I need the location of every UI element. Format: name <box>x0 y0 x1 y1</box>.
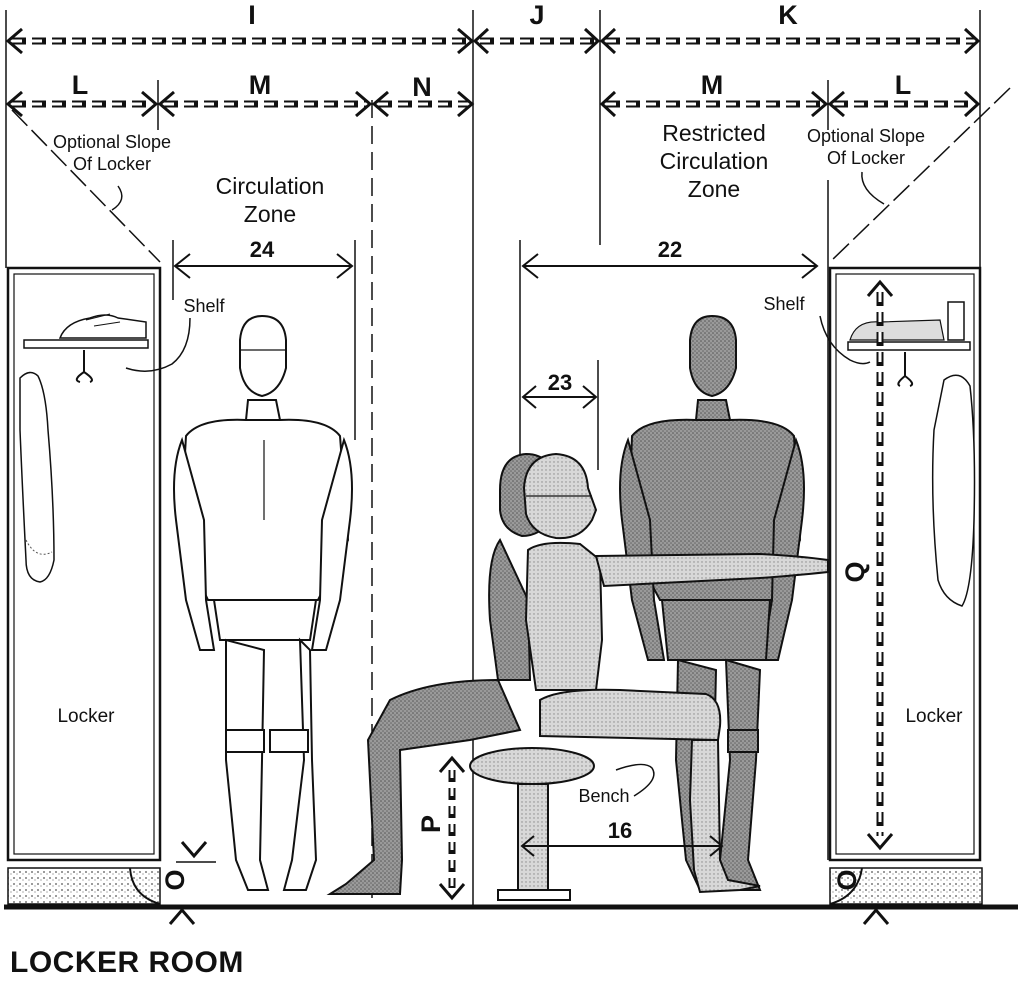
optional-slope-left-line1: Optional Slope <box>53 132 171 152</box>
left-locker <box>6 266 162 862</box>
bench <box>469 747 595 901</box>
dimension-Q <box>866 279 894 851</box>
bench-label: Bench <box>578 786 629 806</box>
floor <box>4 867 1018 910</box>
optional-slope-right-line1: Optional Slope <box>807 126 925 146</box>
measure-24: 24 <box>250 237 275 262</box>
reference-lines <box>5 10 1011 905</box>
locker-left-label: Locker <box>57 706 115 727</box>
dimension-P <box>438 755 466 901</box>
right-locker <box>828 266 982 862</box>
dim-label-Q: Q <box>840 561 870 582</box>
shirt-icon <box>931 374 976 607</box>
bottle-icon <box>947 301 965 341</box>
measure-16-line <box>520 835 724 857</box>
optional-slope-left-line2: Of Locker <box>73 154 151 174</box>
dim-label-L-right: L <box>895 70 912 100</box>
dimension-row-second <box>5 90 981 118</box>
shoe-icon <box>58 314 147 339</box>
towel-icon <box>19 371 55 583</box>
dim-label-J: J <box>529 0 544 30</box>
dim-label-O-left: O <box>160 869 190 890</box>
optional-slope-right-line2: Of Locker <box>827 148 905 168</box>
restricted-zone-line1: Restricted <box>662 120 766 146</box>
measure-22-line <box>521 253 819 279</box>
shelf-right-label: Shelf <box>763 294 805 314</box>
dim-label-M-left: M <box>249 70 272 100</box>
shelf-left-label: Shelf <box>183 296 225 316</box>
restricted-zone-line3: Zone <box>688 176 740 202</box>
hook-icon <box>897 352 914 387</box>
page-title: LOCKER ROOM <box>10 946 244 979</box>
dim-label-O-right: O <box>832 869 862 890</box>
measure-16: 16 <box>608 818 632 843</box>
dimension-O-left <box>168 841 216 925</box>
dim-label-I: I <box>248 0 256 30</box>
circulation-zone-line2: Zone <box>244 201 296 227</box>
brush-icon <box>849 319 945 341</box>
dim-label-L-left: L <box>72 70 89 100</box>
measure-23: 23 <box>548 370 572 395</box>
hook-icon <box>75 350 93 383</box>
dimension-O-right <box>862 907 890 925</box>
dimension-row-top <box>5 27 981 55</box>
measure-24-line <box>173 253 354 279</box>
standing-figure-left <box>173 314 353 891</box>
dim-label-K: K <box>778 0 798 30</box>
restricted-zone-line2: Circulation <box>660 148 769 174</box>
locker-right-label: Locker <box>905 706 963 727</box>
dim-label-M-right: M <box>701 70 724 100</box>
measure-23-line <box>521 385 598 409</box>
circulation-zone-line1: Circulation <box>216 173 325 199</box>
dim-label-P: P <box>416 815 446 833</box>
measure-22: 22 <box>658 237 682 262</box>
dim-label-N: N <box>412 72 432 102</box>
seated-figure-front <box>522 452 829 894</box>
